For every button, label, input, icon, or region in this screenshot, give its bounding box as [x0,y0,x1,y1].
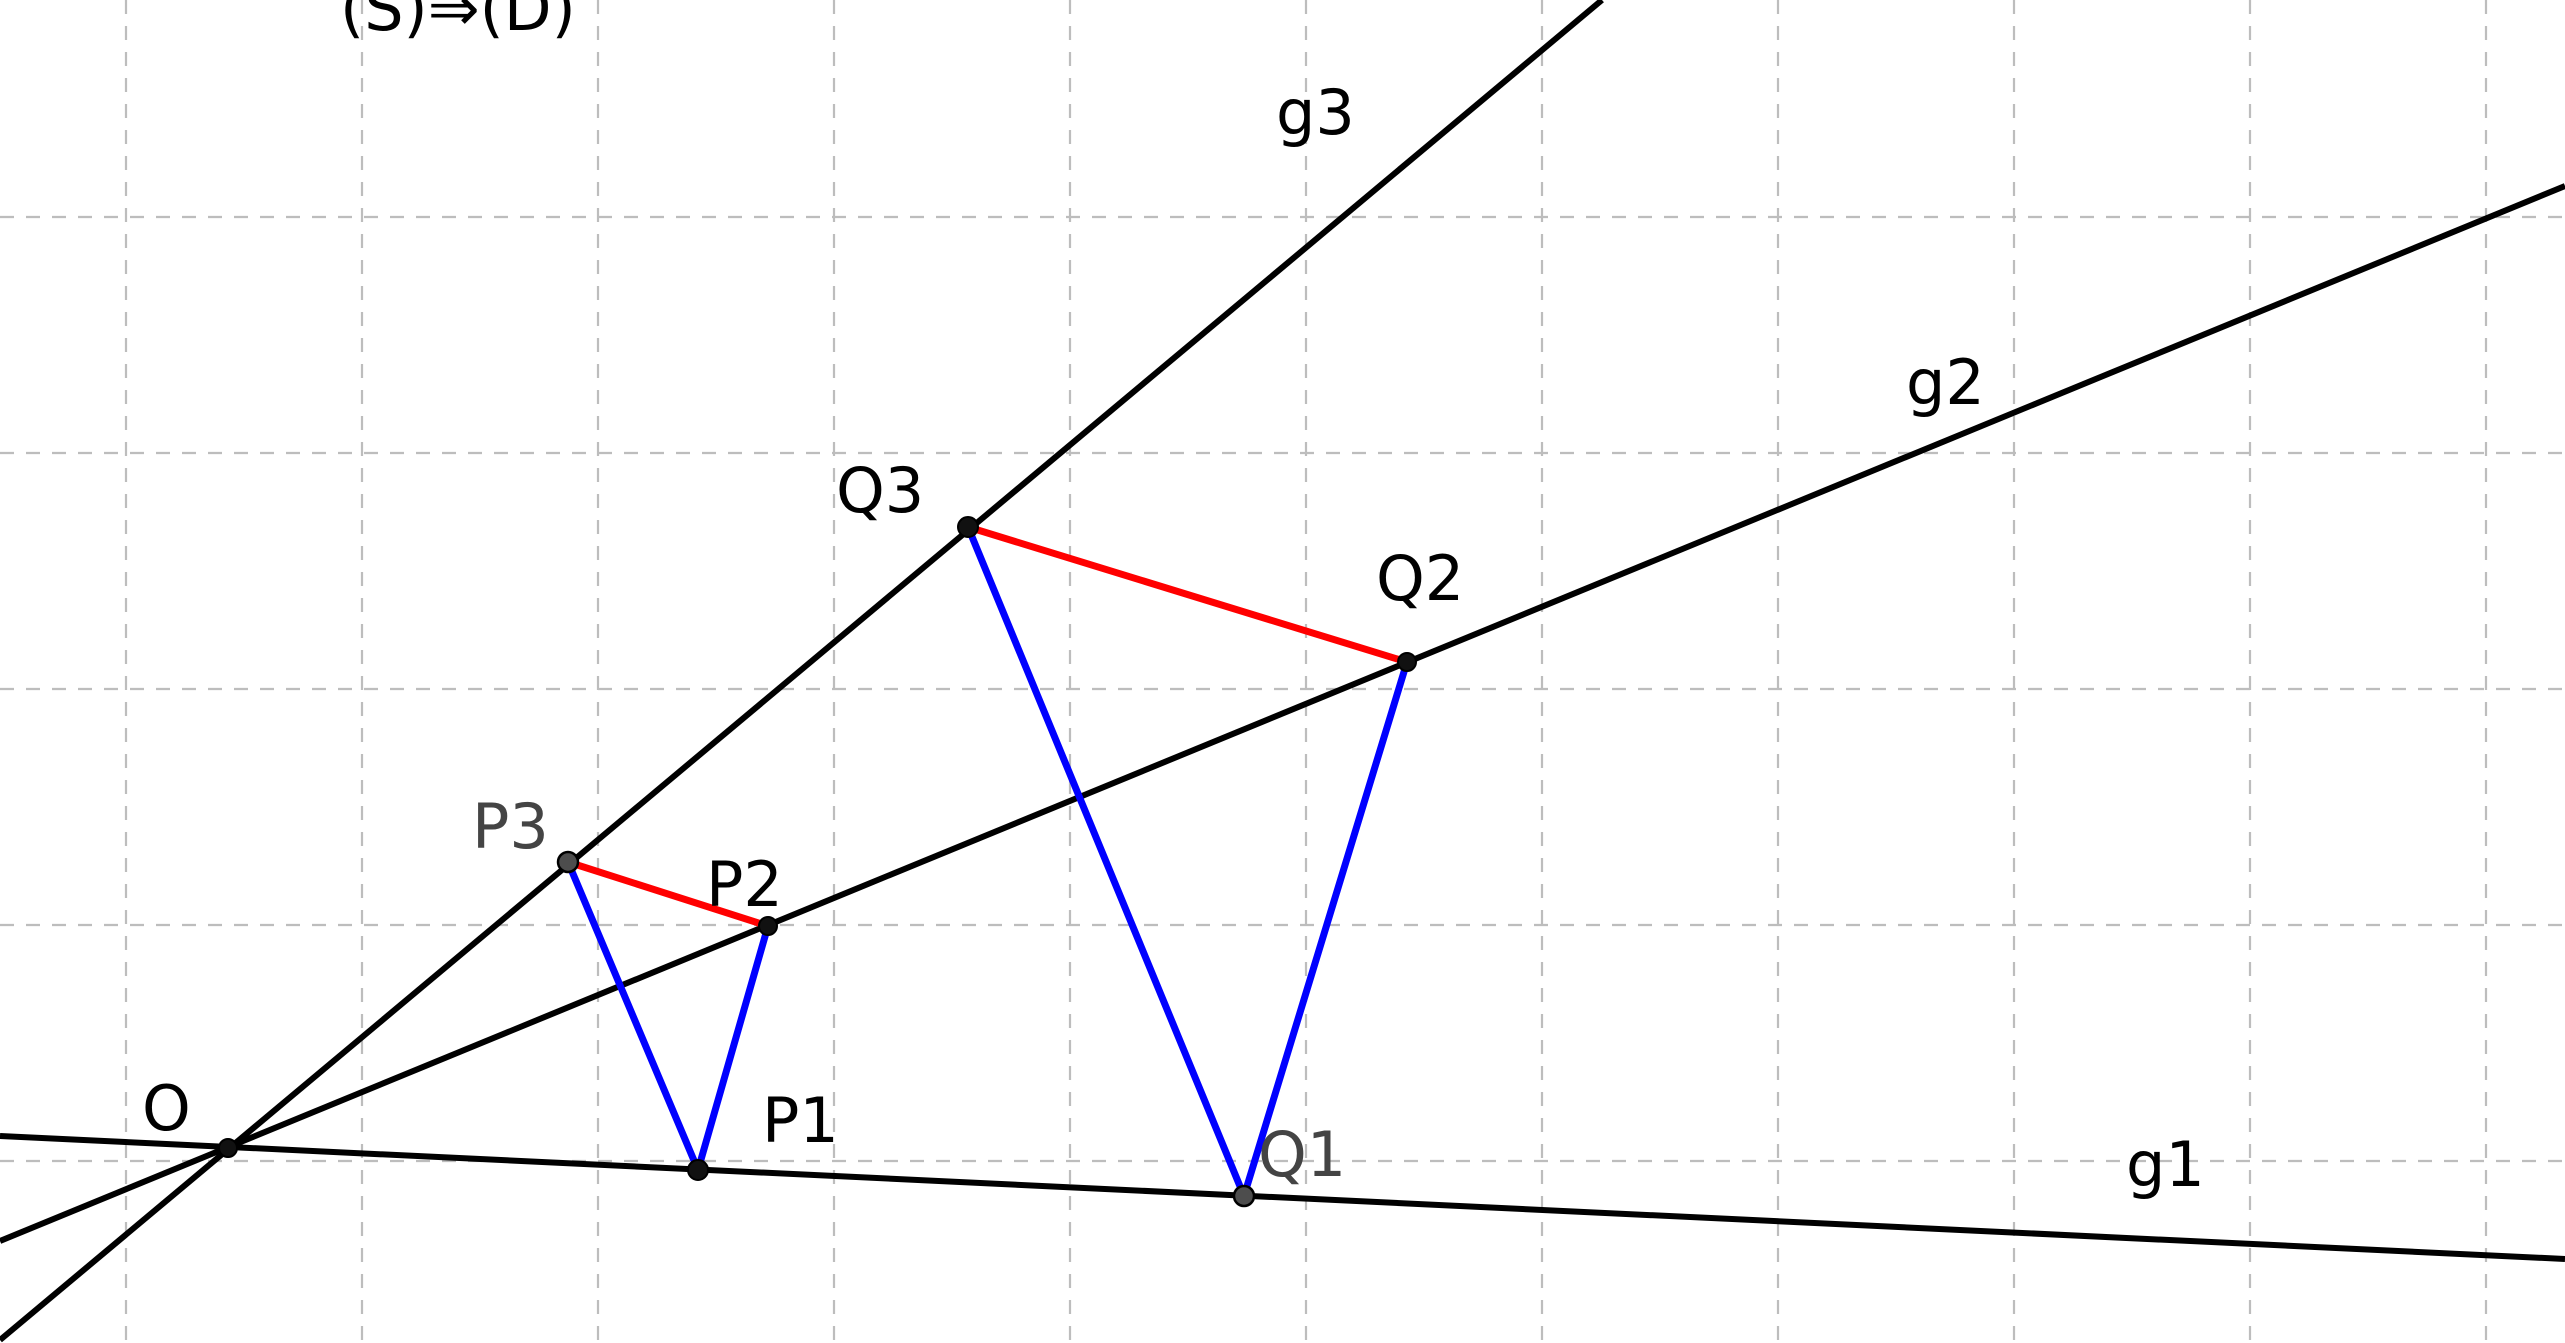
segment-p2-p1[interactable] [694,922,772,1174]
label-p2: P2 [706,848,783,921]
segment-p3-p1[interactable] [564,858,702,1174]
point-p1[interactable] [687,1159,709,1181]
point-p2[interactable] [758,916,778,936]
point-q3[interactable] [957,516,979,538]
label-q1: Q1 [1258,1118,1346,1191]
point-o[interactable] [218,1138,238,1158]
segment-q3-q1[interactable] [964,523,1248,1200]
segment-p3-p2[interactable] [564,858,772,930]
label-p3: P3 [472,790,549,863]
label-g2: g2 [1906,346,1985,419]
segment-q3-q2[interactable] [964,523,1411,666]
label-g1: g1 [2126,1128,2205,1201]
point-p3[interactable] [556,850,580,874]
label-q2: Q2 [1376,542,1464,615]
line-g1[interactable] [0,1133,2565,1262]
label-o: O [142,1072,191,1145]
label-q3: Q3 [836,454,924,527]
segment-q2-q1[interactable] [1240,658,1411,1200]
label-g3: g3 [1276,76,1355,149]
point-q2[interactable] [1397,652,1417,672]
point-q1[interactable] [1232,1184,1256,1208]
line-g2[interactable] [0,183,2565,1244]
label-p1: P1 [762,1084,839,1157]
caption-text: (S)⇒(D) [340,0,576,45]
line-g3[interactable] [0,0,1604,1343]
